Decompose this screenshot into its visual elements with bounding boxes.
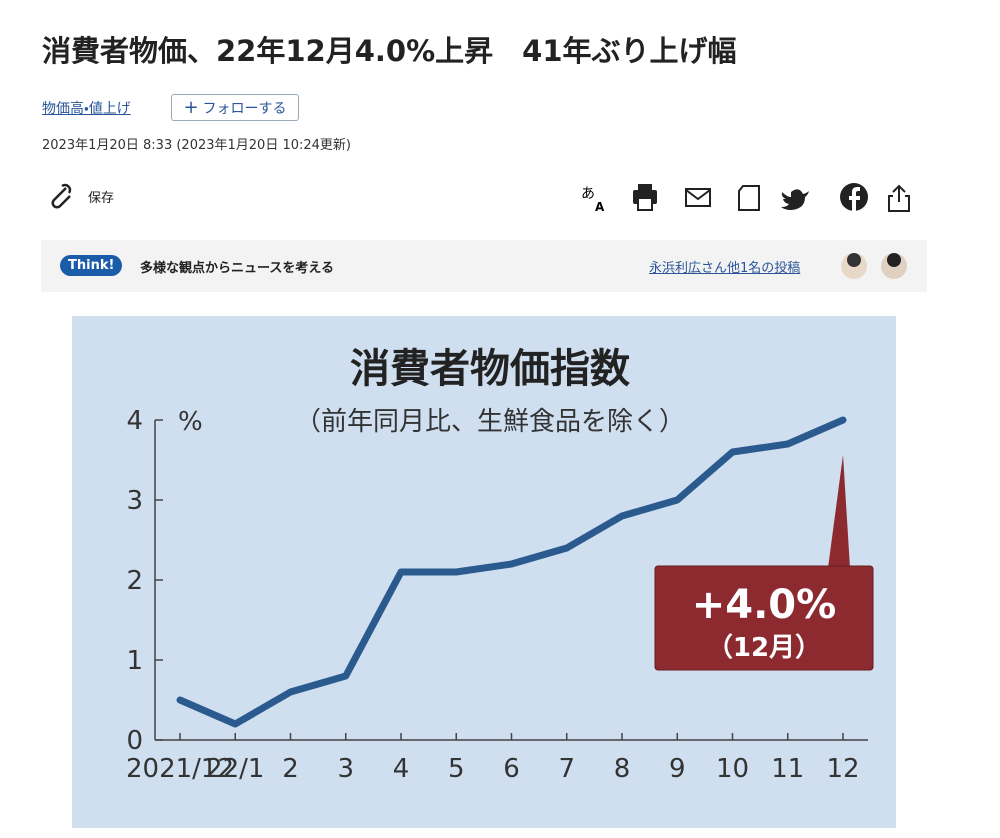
think-text: 多様な観点からニュースを考える xyxy=(140,261,334,276)
x-tick-label: 2 xyxy=(282,754,299,784)
x-tick-label: 22/1 xyxy=(206,754,264,784)
callout-value: +4.0% xyxy=(692,582,836,628)
x-tick-label: 11 xyxy=(771,754,804,784)
callout-pointer xyxy=(828,455,850,568)
chart: 消費者物価指数 （前年同月比、生鮮食品を除く） % 012342021/1222… xyxy=(72,316,896,828)
y-tick-label: 4 xyxy=(126,406,143,436)
avatars xyxy=(841,253,907,279)
x-tick-label: 8 xyxy=(614,754,631,784)
print-icon[interactable] xyxy=(633,184,657,211)
memo-icon[interactable] xyxy=(738,185,760,211)
y-unit: % xyxy=(178,407,203,437)
article-date: 2023年1月20日 8:33 (2023年1月20日 10:24更新) xyxy=(42,138,351,153)
x-tick-label: 12 xyxy=(826,754,859,784)
svg-text:あ: あ xyxy=(581,186,595,202)
plus-icon: + xyxy=(183,97,199,118)
clip-icon[interactable] xyxy=(46,182,76,212)
callout-box xyxy=(654,565,874,671)
mail-icon[interactable] xyxy=(685,188,711,207)
share-icons: あA xyxy=(581,183,910,214)
y-tick-label: 0 xyxy=(126,726,143,756)
save-label[interactable]: 保存 xyxy=(88,191,115,206)
x-tick-label: 10 xyxy=(716,754,749,784)
think-banner: Think! 多様な観点からニュースを考える 永浜利広さん他1名の投稿 xyxy=(41,240,927,292)
share-icon[interactable] xyxy=(888,184,910,212)
translate-icon[interactable]: あA xyxy=(581,186,605,214)
follow-button[interactable]: + フォローする xyxy=(171,94,299,121)
callout-note: （12月） xyxy=(707,633,821,663)
x-tick-label: 6 xyxy=(503,754,520,784)
y-tick-label: 1 xyxy=(126,646,143,676)
y-tick-label: 3 xyxy=(126,486,143,516)
x-tick-label: 5 xyxy=(448,754,465,784)
twitter-icon[interactable] xyxy=(781,189,809,210)
follow-label: フォローする xyxy=(202,100,287,117)
data-line xyxy=(176,416,847,728)
facebook-icon[interactable] xyxy=(840,183,868,211)
chart-subtitle: （前年同月比、生鮮食品を除く） xyxy=(295,407,685,437)
y-tick-label: 2 xyxy=(126,566,143,596)
x-tick-label: 9 xyxy=(669,754,686,784)
topic-link[interactable]: 物価高・値上げ xyxy=(42,101,131,117)
think-link[interactable]: 永浜利広さん他1名の投稿 xyxy=(649,261,801,276)
article-title: 消費者物価、22年12月4.0%上昇 41年ぶり上げ幅 xyxy=(42,34,737,68)
x-tick-label: 2021/12 xyxy=(126,754,234,784)
svg-text:A: A xyxy=(595,200,605,214)
think-badge: Think! xyxy=(60,255,123,276)
chart-title: 消費者物価指数 xyxy=(350,346,630,392)
x-tick-label: 4 xyxy=(393,754,410,784)
x-tick-label: 3 xyxy=(337,754,354,784)
x-tick-label: 7 xyxy=(558,754,575,784)
